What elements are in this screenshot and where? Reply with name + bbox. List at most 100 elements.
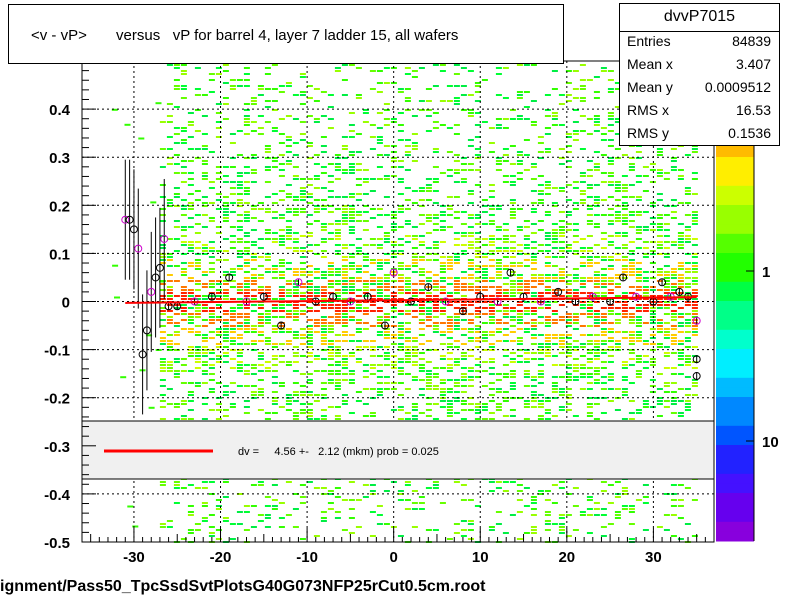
density-cell (586, 235, 593, 237)
density-cell (523, 106, 530, 108)
density-cell (432, 217, 439, 219)
density-cell (474, 403, 481, 405)
y-tick-label: 0 (62, 295, 70, 312)
density-cell (250, 328, 257, 330)
density-cell (600, 481, 607, 483)
density-cell (299, 292, 306, 294)
profile-point (134, 244, 143, 253)
density-cell (250, 391, 257, 393)
density-cell (236, 253, 243, 255)
density-cell (607, 502, 614, 504)
density-cell (600, 232, 607, 234)
density-cell (313, 319, 320, 321)
density-cell (446, 415, 453, 417)
density-cell (565, 388, 572, 390)
density-cell (432, 484, 439, 486)
density-cell (446, 325, 453, 327)
density-cell (292, 304, 299, 306)
density-cell (551, 391, 558, 393)
density-cell (544, 343, 551, 345)
density-cell (446, 256, 453, 258)
density-cell (404, 277, 411, 279)
density-cell (418, 370, 425, 372)
density-cell (432, 64, 439, 66)
density-cell (600, 352, 607, 354)
density-cell (236, 304, 243, 306)
density-cell (124, 123, 131, 126)
density-cell (446, 301, 453, 303)
density-cell (271, 127, 278, 129)
density-cell (173, 67, 180, 69)
density-cell (397, 139, 404, 141)
density-cell (348, 319, 355, 321)
density-cell (292, 286, 299, 288)
density-cell (481, 268, 488, 270)
density-cell (278, 235, 285, 237)
density-cell (684, 241, 691, 243)
density-cell (341, 400, 348, 402)
density-cell (495, 295, 502, 297)
density-cell (558, 220, 565, 222)
density-cell (278, 169, 285, 171)
density-cell (488, 241, 495, 243)
density-cell (208, 316, 215, 318)
density-cell (348, 193, 355, 195)
density-cell (150, 201, 157, 204)
density-cell (383, 82, 390, 84)
density-cell (642, 355, 649, 357)
density-cell (474, 325, 481, 327)
density-cell (376, 334, 383, 336)
density-cell (516, 349, 523, 351)
density-cell (677, 340, 684, 342)
density-cell (621, 265, 628, 267)
density-cell (411, 361, 418, 363)
density-cell (600, 388, 607, 390)
density-cell (194, 355, 201, 357)
density-cell (243, 235, 250, 237)
density-cell (320, 241, 327, 243)
density-cell (649, 223, 656, 225)
density-cell (600, 307, 607, 309)
density-cell (544, 307, 551, 309)
density-cell (537, 322, 544, 324)
density-cell (201, 520, 208, 522)
density-cell (229, 241, 236, 243)
density-cell (474, 247, 481, 249)
density-cell (558, 148, 565, 150)
density-cell (243, 79, 250, 81)
density-cell (614, 283, 621, 285)
density-cell (600, 280, 607, 282)
density-cell (271, 271, 278, 273)
density-cell (362, 271, 369, 273)
density-cell (236, 385, 243, 387)
density-cell (509, 217, 516, 219)
density-cell (229, 391, 236, 393)
density-cell (215, 121, 222, 123)
density-cell (271, 268, 278, 270)
density-cell (313, 244, 320, 246)
density-cell (593, 262, 600, 264)
density-cell (425, 88, 432, 90)
density-cell (691, 262, 698, 264)
density-cell (460, 85, 467, 87)
density-cell (208, 514, 215, 516)
density-cell (691, 325, 698, 327)
density-cell (579, 373, 586, 375)
density-cell (285, 85, 292, 87)
density-cell (306, 235, 313, 237)
density-cell (243, 280, 250, 282)
density-cell (159, 340, 166, 342)
density-cell (327, 364, 334, 366)
density-cell (586, 349, 593, 351)
density-cell (572, 487, 579, 489)
density-cell (593, 403, 600, 405)
density-cell (684, 523, 691, 525)
density-cell (418, 292, 425, 294)
density-cell (341, 298, 348, 300)
density-cell (432, 253, 439, 255)
density-cell (208, 373, 215, 375)
density-cell (607, 91, 614, 93)
density-cell (600, 286, 607, 288)
density-cell (586, 532, 593, 534)
density-cell (481, 406, 488, 408)
